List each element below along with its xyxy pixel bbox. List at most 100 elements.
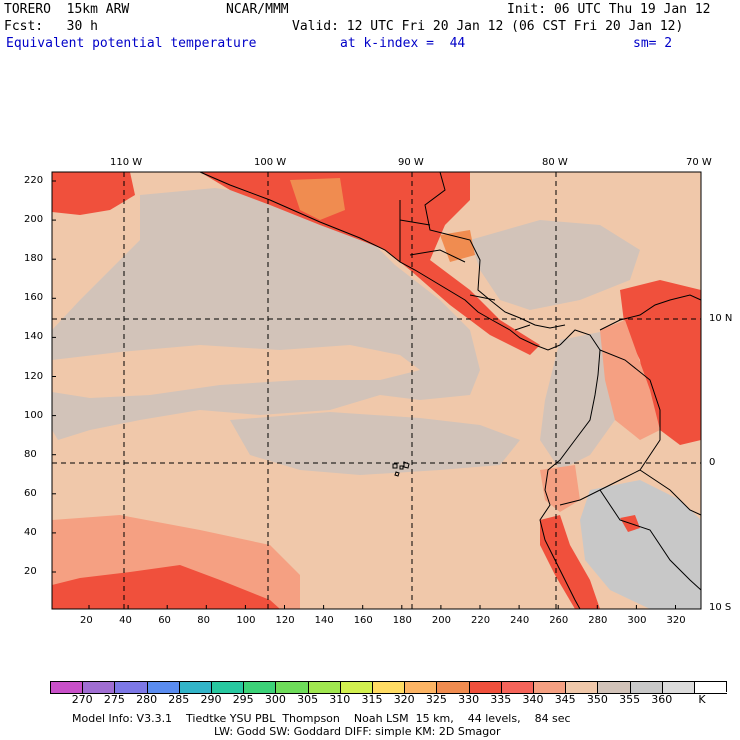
- coastlines: [199, 171, 702, 610]
- colorbar-swatch: [275, 681, 309, 694]
- x-axis-label: 260: [549, 615, 569, 626]
- colorbar-label: 310: [329, 693, 351, 706]
- galapagos-islands: [392, 461, 410, 477]
- colorbar-swatch: [114, 681, 148, 694]
- country-borders: [399, 200, 531, 331]
- axis-tick-marks: [52, 180, 676, 609]
- colorbar-label: 350: [586, 693, 608, 706]
- x-axis-label: 40: [119, 615, 132, 626]
- colorbar-label: 330: [458, 693, 480, 706]
- colorbar-swatch: [243, 681, 277, 694]
- smoothing-value: sm= 2: [633, 36, 673, 51]
- field-red-region: [52, 565, 280, 609]
- y-axis-label: 160: [24, 292, 44, 304]
- field-grey-region: [230, 412, 520, 475]
- colorbar-swatch: [533, 681, 567, 694]
- colorbar-unit: K: [698, 693, 706, 706]
- latitude-label: 10 S: [709, 602, 732, 613]
- y-axis-label: 80: [24, 448, 37, 460]
- colorbar-swatch: [146, 681, 180, 694]
- colorbar-label: 340: [522, 693, 544, 706]
- plot-frame: [51, 171, 702, 610]
- colorbar-swatch: [339, 681, 373, 694]
- colorbar-label: 290: [200, 693, 222, 706]
- longitude-label: 100 W: [254, 157, 287, 168]
- y-axis-label: 180: [24, 253, 44, 265]
- y-axis-label: 40: [24, 526, 37, 538]
- colorbar-label: 345: [554, 693, 576, 706]
- y-axis-label: 140: [24, 331, 44, 343]
- latlon-grid: [52, 172, 701, 609]
- colorbar-swatch: [661, 681, 695, 694]
- y-axis-label: 120: [24, 370, 44, 382]
- model-title: TORERO 15km ARW: [4, 2, 130, 17]
- longitude-label: 80 W: [542, 157, 568, 168]
- y-axis-label: 200: [24, 214, 44, 226]
- colorbar-swatch: [178, 681, 212, 694]
- field-orange-patch: [290, 178, 345, 220]
- x-axis-label: 160: [353, 615, 373, 626]
- x-axis-label: 100: [236, 615, 256, 626]
- south-america-borders: [559, 349, 702, 591]
- map-field: [52, 172, 701, 609]
- colorbar-swatch: [597, 681, 631, 694]
- latitude-label: 10 N: [709, 313, 733, 324]
- center-label: NCAR/MMM: [226, 2, 289, 17]
- x-axis-label: 320: [666, 615, 686, 626]
- colorbar-label: 300: [264, 693, 286, 706]
- colorbar-label: 335: [490, 693, 512, 706]
- colorbar-swatch: [307, 681, 341, 694]
- x-axis-label: 280: [588, 615, 608, 626]
- x-axis-label: 220: [471, 615, 491, 626]
- y-axis-label: 100: [24, 409, 44, 421]
- model-info: Model Info: V3.3.1 Tiedtke YSU PBL Thomp…: [72, 712, 571, 725]
- colorbar-label: 270: [71, 693, 93, 706]
- field-name: Equivalent potential temperature: [6, 36, 257, 51]
- field-salmon-region: [600, 320, 660, 440]
- colorbar-swatch: [565, 681, 599, 694]
- x-axis-label: 80: [197, 615, 211, 626]
- y-axis-label: 60: [24, 487, 37, 499]
- colorbar-label: 295: [232, 693, 254, 706]
- central-america-coast: [199, 171, 561, 351]
- colorbar-swatch: [404, 681, 438, 694]
- init-time: Init: 06 UTC Thu 19 Jan 12: [507, 2, 711, 17]
- colorbar-label: 325: [425, 693, 447, 706]
- colorbar-label: 285: [168, 693, 190, 706]
- latitude-label: 0: [709, 457, 716, 468]
- colorbar-swatch: [50, 681, 84, 694]
- field-red-region: [620, 280, 701, 445]
- colorbar-label: 275: [103, 693, 125, 706]
- field-red-region: [540, 515, 600, 609]
- colorbar-swatch: [500, 681, 534, 694]
- field-grey-region: [580, 480, 701, 609]
- south-america-north-coast: [599, 294, 702, 331]
- colorbar-end: [726, 681, 728, 692]
- longitude-label: 90 W: [398, 157, 424, 168]
- x-axis-label: 240: [510, 615, 530, 626]
- field-red-region: [200, 172, 540, 355]
- colorbar-label: 315: [361, 693, 383, 706]
- x-axis-label: 120: [275, 615, 295, 626]
- field-grey-region: [470, 220, 640, 310]
- colorbar-swatch: [211, 681, 245, 694]
- x-axis-label: 180: [392, 615, 412, 626]
- colorbar-label: 355: [619, 693, 641, 706]
- central-america-caribbean-coast: [424, 171, 566, 329]
- colorbar-swatch: [468, 681, 502, 694]
- colorbar-swatch: [82, 681, 116, 694]
- y-axis-label: 220: [24, 175, 44, 186]
- valid-time: Valid: 12 UTC Fri 20 Jan 12 (06 CST Fri …: [292, 19, 684, 34]
- colorbar-swatch: [372, 681, 406, 694]
- colorbar-label: 360: [651, 693, 673, 706]
- x-axis-label: 140: [314, 615, 334, 626]
- forecast-hour: Fcst: 30 h: [4, 19, 98, 34]
- x-axis-label: 200: [431, 615, 451, 626]
- colorbar-label: 280: [136, 693, 158, 706]
- field-salmon-region: [540, 465, 580, 512]
- colorbar-swatch: [694, 681, 728, 694]
- physics-info: LW: Godd SW: Goddard DIFF: simple KM: 2D…: [214, 725, 501, 738]
- colorbar-label: 320: [393, 693, 415, 706]
- x-axis-label: 60: [158, 615, 171, 626]
